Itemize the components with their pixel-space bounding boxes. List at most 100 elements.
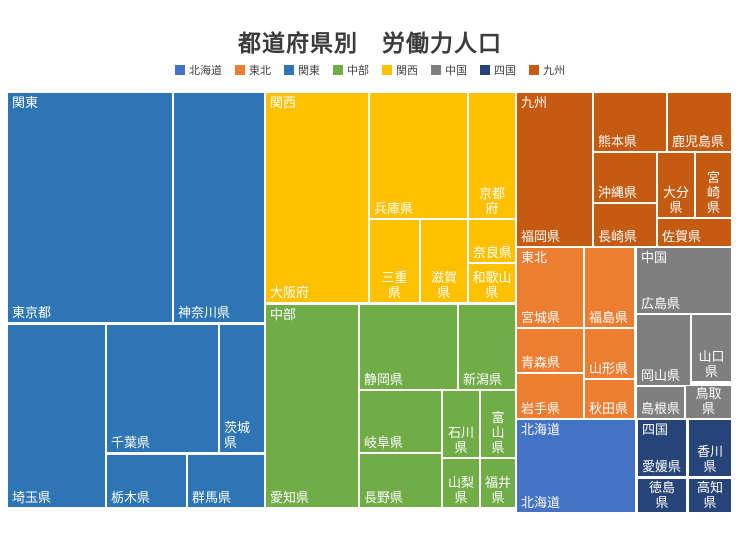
treemap-cell-大阪府: 関西 大阪府 (266, 93, 368, 302)
treemap-cell-福井県: 福井 県 (481, 459, 515, 507)
legend-label: 四国 (494, 65, 516, 77)
legend-item-関西: 関西 (382, 62, 418, 78)
cell-label: 長野県 (364, 489, 404, 505)
legend-label: 東北 (249, 65, 271, 77)
cell-label: 岡山県 (641, 367, 681, 383)
treemap-cell-岡山県: 岡山県 (637, 315, 690, 385)
treemap-cell-千葉県: 千葉県 (107, 325, 218, 452)
cell-label: 広島県 (641, 295, 681, 311)
treemap-cell-宮崎県: 宮 崎 県 (696, 153, 731, 217)
cell-label: 奈良県 (473, 244, 513, 260)
treemap-cell-神奈川県: 神奈川県 (174, 93, 264, 322)
cell-label: 兵庫県 (374, 200, 414, 216)
cell-label: 秋田県 (589, 400, 629, 416)
legend-label: 中国 (445, 65, 467, 77)
treemap-cell-山形県: 山形県 (585, 329, 634, 378)
treemap-cell-青森県: 青森県 (517, 329, 583, 372)
treemap-cell-三重県: 三重 県 (370, 220, 419, 302)
treemap-cell-鹿児島県: 鹿児島県 (668, 93, 731, 151)
legend-swatch (529, 65, 539, 75)
treemap-cell-兵庫県: 兵庫県 (370, 93, 467, 218)
legend-label: 関東 (298, 65, 320, 77)
legend-swatch (382, 65, 392, 75)
treemap-cell-佐賀県: 佐賀県 (658, 219, 731, 246)
cell-label: 山形県 (589, 360, 629, 376)
treemap-cell-岐阜県: 岐阜県 (360, 391, 441, 452)
treemap-cell-香川県: 香川 県 (689, 420, 731, 476)
cell-label: 京都 府 (478, 185, 505, 216)
treemap-cell-島根県: 島根県 (637, 387, 684, 418)
treemap-cell-山梨県: 山梨 県 (443, 459, 479, 507)
cell-label: 鳥取 県 (695, 386, 722, 416)
legend-label: 中部 (347, 65, 369, 77)
treemap-cell-沖縄県: 沖縄県 (594, 153, 656, 202)
cell-label: 茨城県 (224, 419, 251, 450)
cell-label: 大阪府 (270, 284, 310, 300)
cell-label: 滋賀 県 (430, 269, 457, 300)
cell-label: 沖縄県 (598, 184, 638, 200)
cell-label: 宮 崎 県 (706, 169, 720, 215)
cell-label: 三重 県 (381, 269, 408, 300)
cell-label: 和歌山 県 (472, 269, 512, 300)
legend-swatch (284, 65, 294, 75)
treemap-cell-和歌山県: 和歌山 県 (469, 264, 515, 302)
region-header-中部: 中部 (270, 307, 297, 322)
treemap-cell-徳島県: 徳島 県 (638, 479, 686, 512)
cell-label: 東京都 (12, 304, 52, 320)
legend-label: 北海道 (189, 65, 222, 77)
cell-label: 愛媛県 (642, 458, 682, 474)
cell-label: 鹿児島県 (672, 133, 725, 149)
cell-label: 静岡県 (364, 371, 404, 387)
treemap-cell-愛媛県: 四国 愛媛県 (638, 420, 686, 476)
legend-item-中部: 中部 (333, 62, 369, 78)
cell-label: 埼玉県 (12, 489, 52, 505)
cell-label: 新潟県 (463, 371, 503, 387)
treemap-cell-長崎県: 長崎県 (594, 204, 656, 246)
cell-label: 宮城県 (521, 309, 561, 325)
cell-label: 富 山 県 (491, 409, 505, 455)
cell-label: 栃木県 (111, 489, 151, 505)
treemap-cell-岩手県: 岩手県 (517, 374, 583, 418)
cell-label: 福岡県 (521, 228, 561, 244)
cell-label: 千葉県 (111, 434, 151, 450)
treemap-cell-北海道: 北海道 北海道 (517, 420, 635, 512)
treemap-cell-広島県: 中国 広島県 (637, 248, 731, 313)
treemap-cell-栃木県: 栃木県 (107, 455, 186, 507)
region-header-北海道: 北海道 (521, 422, 561, 437)
treemap-cell-京都府: 京都 府 (469, 93, 515, 218)
treemap-cell-大分県: 大分 県 (658, 153, 694, 217)
cell-label: 島根県 (641, 400, 681, 416)
legend-swatch (480, 65, 490, 75)
treemap-cell-群馬県: 群馬県 (188, 455, 264, 507)
cell-label: 山口 県 (698, 348, 725, 379)
legend-swatch (431, 65, 441, 75)
treemap-cell-石川県: 石川 県 (443, 391, 479, 457)
legend-label: 九州 (543, 65, 565, 77)
cell-label: 福井 県 (484, 474, 511, 505)
legend-swatch (333, 65, 343, 75)
cell-label: 神奈川県 (178, 304, 231, 320)
treemap-cell-鳥取県: 鳥取 県 (686, 386, 731, 418)
region-header-東北: 東北 (521, 250, 548, 265)
treemap-cell-山口県: 山口 県 (692, 315, 731, 381)
treemap-cell-滋賀県: 滋賀 県 (421, 220, 467, 302)
legend-label: 関西 (396, 65, 418, 77)
treemap-cell-高知県: 高知 県 (689, 479, 731, 512)
region-header-関東: 関東 (12, 95, 39, 110)
legend-swatch (175, 65, 185, 75)
cell-label: 山梨 県 (447, 474, 474, 505)
legend-swatch (235, 65, 245, 75)
cell-label: 福島県 (589, 309, 629, 325)
cell-label: 高知 県 (696, 479, 723, 510)
treemap-cell-静岡県: 静岡県 (360, 305, 457, 389)
treemap-cell-長野県: 長野県 (360, 454, 441, 507)
cell-label: 大分 県 (662, 184, 689, 215)
treemap-cell-福岡県: 九州 福岡県 (517, 93, 592, 246)
legend-item-東北: 東北 (235, 62, 271, 78)
cell-label: 群馬県 (192, 489, 232, 505)
cell-label: 岩手県 (521, 400, 561, 416)
cell-label: 岐阜県 (364, 434, 404, 450)
treemap-cell-茨城県: 茨城県 (220, 325, 264, 452)
